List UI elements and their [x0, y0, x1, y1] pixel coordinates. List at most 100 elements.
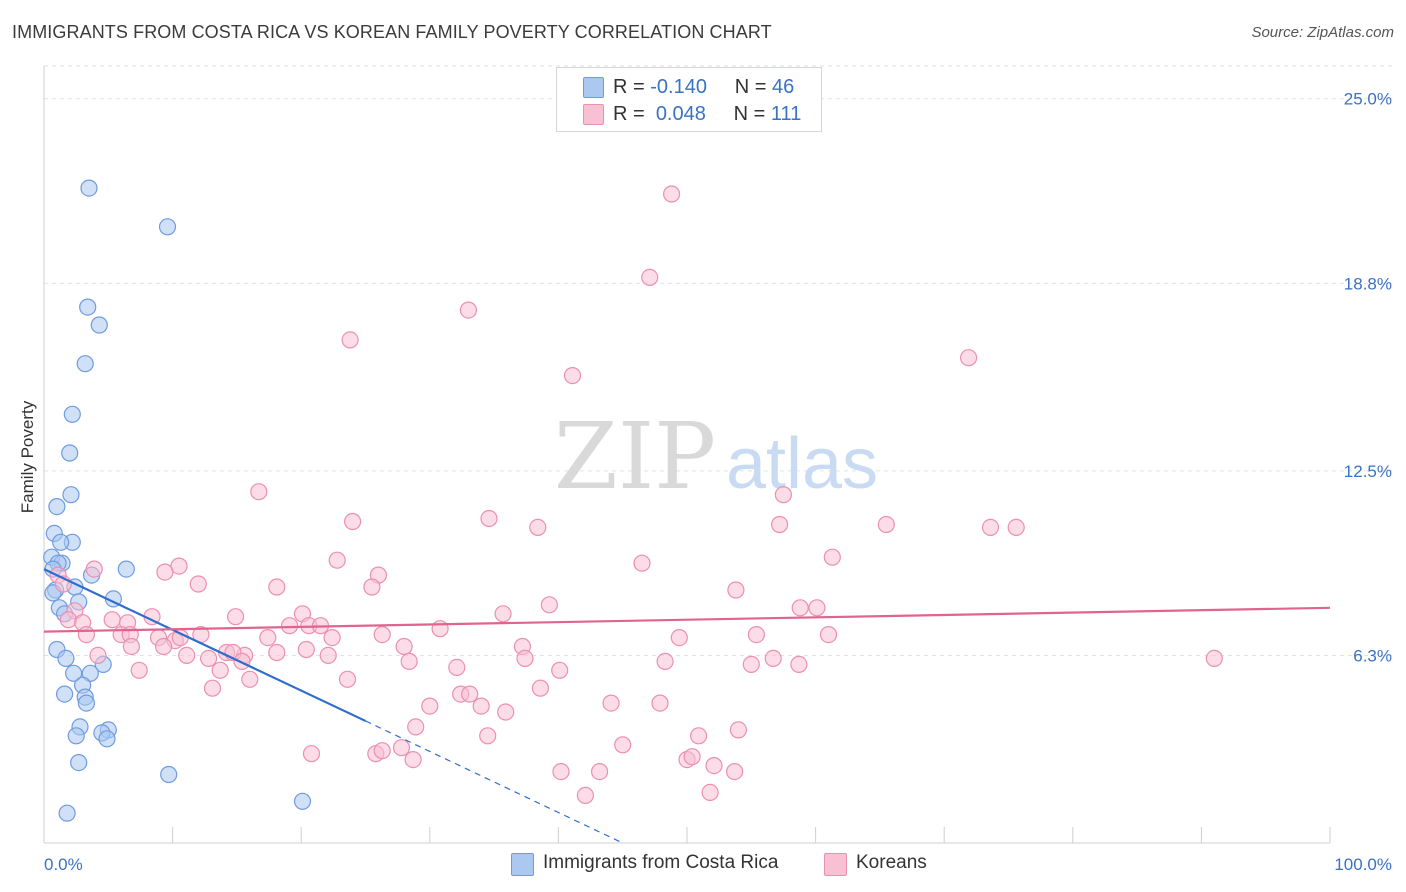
point-korean	[651, 694, 669, 712]
point-costa-rica	[70, 753, 88, 772]
point-korean	[404, 750, 422, 769]
point-korean	[729, 721, 748, 739]
point-korean	[576, 786, 595, 805]
point-korean	[770, 515, 789, 534]
y-tick-label: 25.0%	[1344, 90, 1392, 109]
point-korean	[373, 625, 391, 644]
point-korean	[602, 694, 620, 712]
watermark-zip: ZIP	[554, 403, 716, 510]
point-korean	[689, 727, 708, 745]
point-korean	[633, 554, 651, 572]
point-korean	[341, 331, 359, 349]
legend-r-label: R =	[613, 103, 645, 125]
point-costa-rica	[67, 727, 85, 745]
point-korean	[479, 727, 497, 745]
point-korean	[459, 301, 477, 319]
legend-n-value: 111	[770, 103, 802, 125]
point-costa-rica	[79, 298, 97, 316]
source-label: Source: ZipAtlas.com	[1251, 24, 1394, 41]
point-korean	[472, 697, 490, 715]
point-korean	[764, 649, 782, 668]
trend-line-pink	[43, 606, 1331, 633]
point-korean	[877, 515, 895, 534]
point-korean	[363, 578, 381, 596]
trend-line-blue	[43, 568, 366, 722]
gridlines	[44, 65, 1392, 656]
bottom-legend-label: Koreans	[856, 852, 927, 873]
point-korean	[297, 640, 315, 659]
trend-extension-blue	[365, 720, 623, 844]
point-korean	[531, 679, 550, 697]
point-korean	[1007, 518, 1025, 537]
point-korean	[494, 605, 512, 623]
point-korean	[344, 512, 362, 531]
legend-r-value: -0.140	[650, 76, 707, 98]
point-korean	[189, 575, 207, 593]
point-korean	[338, 670, 357, 688]
point-korean	[373, 742, 391, 760]
point-korean	[516, 649, 534, 668]
point-korean	[155, 637, 173, 656]
point-korean	[407, 718, 425, 736]
point-korean	[211, 661, 229, 679]
point-korean	[319, 646, 337, 665]
point-costa-rica	[81, 664, 99, 682]
point-korean	[819, 625, 838, 644]
bottom-legend-swatch-blue	[511, 853, 534, 876]
point-korean	[791, 599, 809, 617]
legend-r-value: 0.048	[655, 103, 706, 125]
point-korean	[540, 596, 559, 614]
point-korean	[670, 628, 688, 647]
point-korean	[461, 685, 479, 703]
point-korean	[77, 625, 96, 644]
legend-n-label: N =	[733, 103, 766, 125]
point-costa-rica	[58, 804, 76, 822]
point-costa-rica	[52, 533, 70, 551]
chart-title: IMMIGRANTS FROM COSTA RICA VS KOREAN FAM…	[12, 22, 772, 42]
point-korean	[705, 756, 723, 775]
point-korean	[497, 703, 515, 721]
point-costa-rica	[158, 218, 177, 236]
point-korean	[268, 578, 286, 596]
point-korean	[448, 658, 466, 677]
point-korean	[727, 581, 745, 599]
point-korean	[823, 548, 841, 566]
point-korean	[85, 560, 103, 578]
point-korean	[808, 599, 826, 617]
point-korean	[178, 646, 196, 665]
point-korean	[302, 745, 321, 763]
legend-n-label: N =	[734, 76, 767, 98]
point-korean	[790, 655, 808, 674]
legend-r-label: R =	[613, 76, 645, 98]
point-korean	[959, 349, 978, 367]
point-korean	[130, 661, 148, 679]
point-korean	[268, 643, 286, 662]
x-tick-label: 100.0%	[1334, 855, 1392, 874]
point-korean	[774, 486, 793, 504]
watermark-atlas: atlas	[726, 424, 878, 504]
point-korean	[480, 509, 498, 528]
point-costa-rica	[76, 355, 94, 373]
point-costa-rica	[63, 405, 81, 423]
point-korean	[328, 551, 346, 569]
y-tick-label: 12.5%	[1344, 462, 1392, 481]
point-costa-rica	[64, 664, 83, 682]
point-korean	[662, 185, 681, 203]
point-costa-rica	[77, 694, 96, 712]
point-korean	[590, 762, 609, 781]
point-costa-rica	[160, 765, 178, 784]
point-korean	[395, 637, 413, 656]
point-costa-rica	[61, 444, 79, 462]
point-korean	[227, 608, 245, 626]
watermark: ZIP atlas	[554, 403, 878, 510]
point-costa-rica	[293, 792, 312, 810]
point-korean	[89, 646, 107, 665]
y-tick-label: 6.3%	[1353, 646, 1392, 665]
point-korean	[400, 652, 418, 671]
y-tick-label: 18.8%	[1344, 274, 1392, 293]
point-korean	[259, 628, 277, 647]
axes	[43, 66, 1331, 844]
point-korean	[392, 739, 411, 757]
bottom-legend-swatch-pink	[824, 853, 847, 876]
